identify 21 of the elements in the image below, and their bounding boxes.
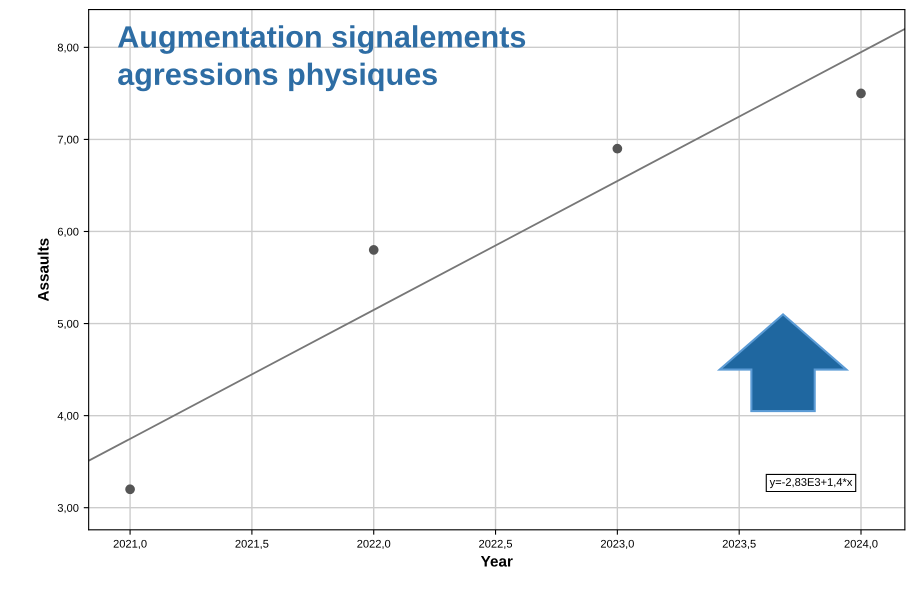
x-tick-label: 2022,0 [357, 540, 390, 549]
x-tick-label: 2022,5 [479, 540, 512, 549]
point [125, 484, 135, 494]
annotation: y=-2,83E3+1,4*x [770, 478, 852, 488]
point [368, 245, 379, 255]
y-tick-label: 3,00 [58, 504, 79, 514]
x-tick-label: 2021,5 [235, 540, 268, 549]
y-tick-label: 5,00 [58, 320, 79, 330]
x-tick-label: 2023,5 [722, 540, 756, 549]
y-axis-title: Assaults [38, 238, 49, 302]
point [856, 88, 866, 98]
point [612, 144, 622, 154]
y-tick-label: 6,00 [58, 228, 79, 237]
y-tick-label: 4,00 [58, 412, 79, 422]
x-tick-label: 2021,0 [114, 540, 147, 549]
x-tick-label: 2023,0 [600, 540, 634, 549]
y-tick-label: 7,00 [58, 136, 79, 145]
x-axis-title: Year [480, 556, 513, 567]
text: Augmentation signalements agressions physiques [118, 25, 526, 92]
y-tick-label: 8,00 [58, 44, 79, 53]
x-tick-label: 2024,0 [844, 540, 878, 549]
